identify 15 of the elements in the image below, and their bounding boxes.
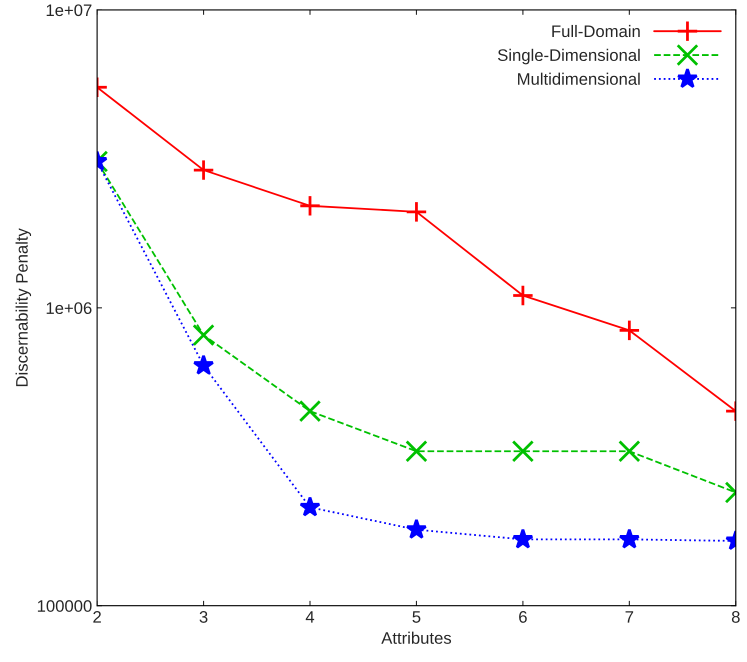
x-tick-label: 6 (519, 611, 527, 623)
y-tick-label: 1e+07 (46, 4, 92, 16)
y-tick-label: 1e+06 (46, 302, 92, 314)
x-tick-label: 3 (200, 611, 208, 623)
x-axis-title: Attributes (381, 632, 452, 644)
legend-label: Single-Dimensional (498, 48, 640, 64)
legend-label: Full-Domain (552, 24, 640, 38)
y-tick-label: 100000 (38, 600, 92, 612)
x-tick-label: 7 (626, 611, 634, 623)
x-tick-label: 5 (412, 611, 420, 623)
x-tick-label: 2 (93, 611, 101, 623)
x-tick-label: 4 (306, 611, 314, 623)
y-axis-title: Discernability Penalty (16, 228, 32, 386)
legend-label: Multidimensional (518, 72, 640, 85)
x-tick-label: 8 (732, 611, 740, 623)
